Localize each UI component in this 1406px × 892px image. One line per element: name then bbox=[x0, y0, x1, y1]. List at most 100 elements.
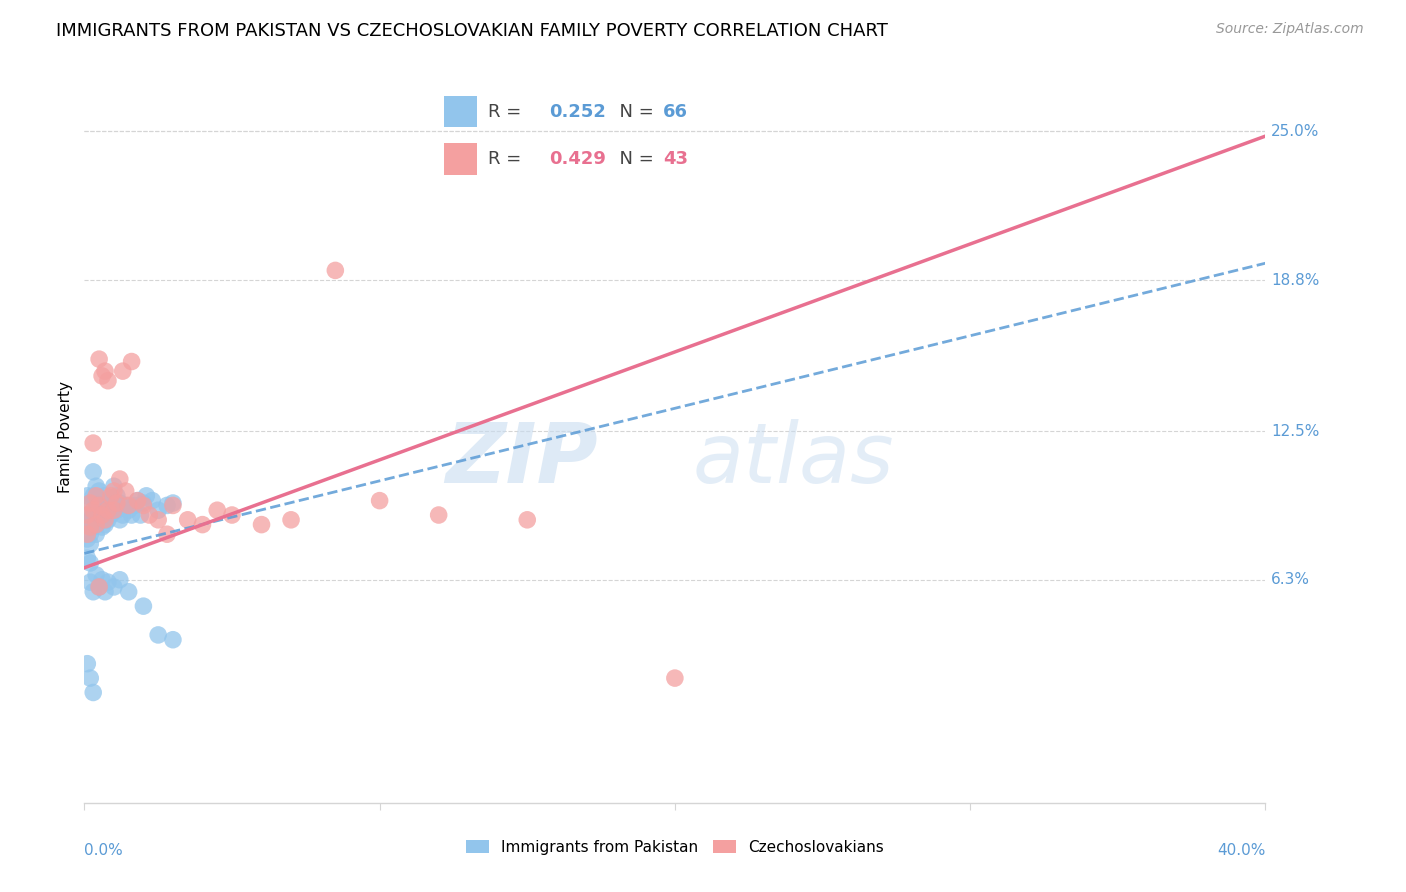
Point bbox=[91, 508, 114, 522]
Point bbox=[87, 580, 111, 594]
Y-axis label: Family Poverty: Family Poverty bbox=[58, 381, 73, 493]
Point bbox=[114, 483, 136, 498]
Point bbox=[87, 515, 111, 529]
Point bbox=[103, 496, 125, 510]
Point bbox=[97, 513, 120, 527]
Point bbox=[105, 503, 128, 517]
Point bbox=[87, 580, 111, 594]
Point bbox=[177, 513, 200, 527]
Point bbox=[76, 508, 98, 522]
Point bbox=[94, 517, 117, 532]
Text: IMMIGRANTS FROM PAKISTAN VS CZECHOSLOVAKIAN FAMILY POVERTY CORRELATION CHART: IMMIGRANTS FROM PAKISTAN VS CZECHOSLOVAK… bbox=[56, 22, 889, 40]
Point bbox=[76, 527, 98, 541]
Point bbox=[108, 472, 131, 486]
Point bbox=[84, 496, 107, 510]
Point bbox=[516, 513, 538, 527]
Point bbox=[76, 517, 98, 532]
Point bbox=[79, 513, 101, 527]
Point bbox=[97, 374, 120, 388]
Point bbox=[76, 508, 98, 522]
Point bbox=[103, 483, 125, 498]
Point bbox=[207, 503, 229, 517]
Point bbox=[100, 508, 122, 522]
Point bbox=[368, 493, 391, 508]
Point bbox=[250, 517, 273, 532]
Point bbox=[82, 685, 104, 699]
Point bbox=[121, 354, 143, 368]
Point bbox=[82, 489, 104, 503]
Point bbox=[97, 503, 120, 517]
Point bbox=[148, 503, 170, 517]
Point bbox=[132, 499, 155, 513]
Point bbox=[664, 671, 686, 685]
Point bbox=[121, 508, 143, 522]
Point bbox=[87, 499, 111, 513]
Point bbox=[79, 527, 101, 541]
Point bbox=[132, 599, 155, 614]
Point bbox=[82, 584, 104, 599]
Point bbox=[91, 493, 114, 508]
Point bbox=[221, 508, 243, 522]
Point bbox=[127, 493, 149, 508]
Point bbox=[427, 508, 450, 522]
Text: ZIP: ZIP bbox=[446, 418, 598, 500]
Text: 25.0%: 25.0% bbox=[1271, 124, 1320, 139]
Point bbox=[148, 513, 170, 527]
Point bbox=[94, 584, 117, 599]
Point bbox=[79, 496, 101, 510]
Point bbox=[84, 513, 107, 527]
Point bbox=[156, 527, 179, 541]
Point bbox=[111, 508, 134, 522]
Point bbox=[76, 532, 98, 546]
Point bbox=[79, 575, 101, 590]
Point bbox=[127, 493, 149, 508]
Point bbox=[105, 496, 128, 510]
Point bbox=[97, 575, 120, 590]
Point bbox=[82, 508, 104, 522]
Text: 40.0%: 40.0% bbox=[1218, 843, 1265, 858]
Point bbox=[105, 489, 128, 503]
Text: 6.3%: 6.3% bbox=[1271, 573, 1310, 587]
Point bbox=[138, 508, 160, 522]
Point bbox=[82, 503, 104, 517]
Point bbox=[76, 551, 98, 566]
Point bbox=[91, 368, 114, 383]
Point bbox=[94, 503, 117, 517]
Point bbox=[103, 479, 125, 493]
Point bbox=[91, 508, 114, 522]
Point bbox=[79, 671, 101, 685]
Point bbox=[84, 489, 107, 503]
Point bbox=[108, 496, 131, 510]
Point bbox=[118, 584, 141, 599]
Point bbox=[162, 632, 184, 647]
Point bbox=[79, 496, 101, 510]
Point bbox=[162, 499, 184, 513]
Point bbox=[91, 520, 114, 534]
Text: 18.8%: 18.8% bbox=[1271, 272, 1320, 287]
Point bbox=[191, 517, 214, 532]
Text: Source: ZipAtlas.com: Source: ZipAtlas.com bbox=[1216, 22, 1364, 37]
Point bbox=[94, 489, 117, 503]
Point bbox=[114, 499, 136, 513]
Point bbox=[111, 364, 134, 378]
Point bbox=[162, 496, 184, 510]
Point bbox=[148, 628, 170, 642]
Point bbox=[100, 493, 122, 508]
Point bbox=[103, 580, 125, 594]
Point bbox=[82, 436, 104, 450]
Point bbox=[94, 513, 117, 527]
Point bbox=[118, 499, 141, 513]
Point bbox=[280, 513, 302, 527]
Text: atlas: atlas bbox=[692, 418, 894, 500]
Point bbox=[100, 489, 122, 503]
Point bbox=[76, 489, 98, 503]
Point bbox=[87, 352, 111, 367]
Point bbox=[79, 520, 101, 534]
Point bbox=[325, 263, 347, 277]
Point bbox=[141, 493, 163, 508]
Point bbox=[79, 537, 101, 551]
Point bbox=[87, 483, 111, 498]
Point bbox=[91, 573, 114, 587]
Point bbox=[84, 517, 107, 532]
Point bbox=[118, 503, 141, 517]
